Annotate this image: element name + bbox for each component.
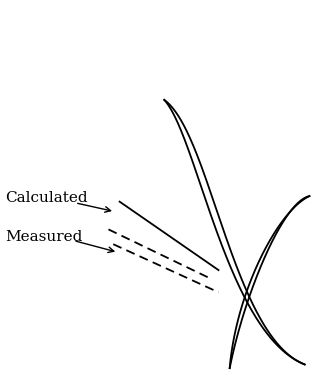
Text: Calculated: Calculated — [5, 191, 87, 205]
Text: Measured: Measured — [5, 230, 82, 244]
